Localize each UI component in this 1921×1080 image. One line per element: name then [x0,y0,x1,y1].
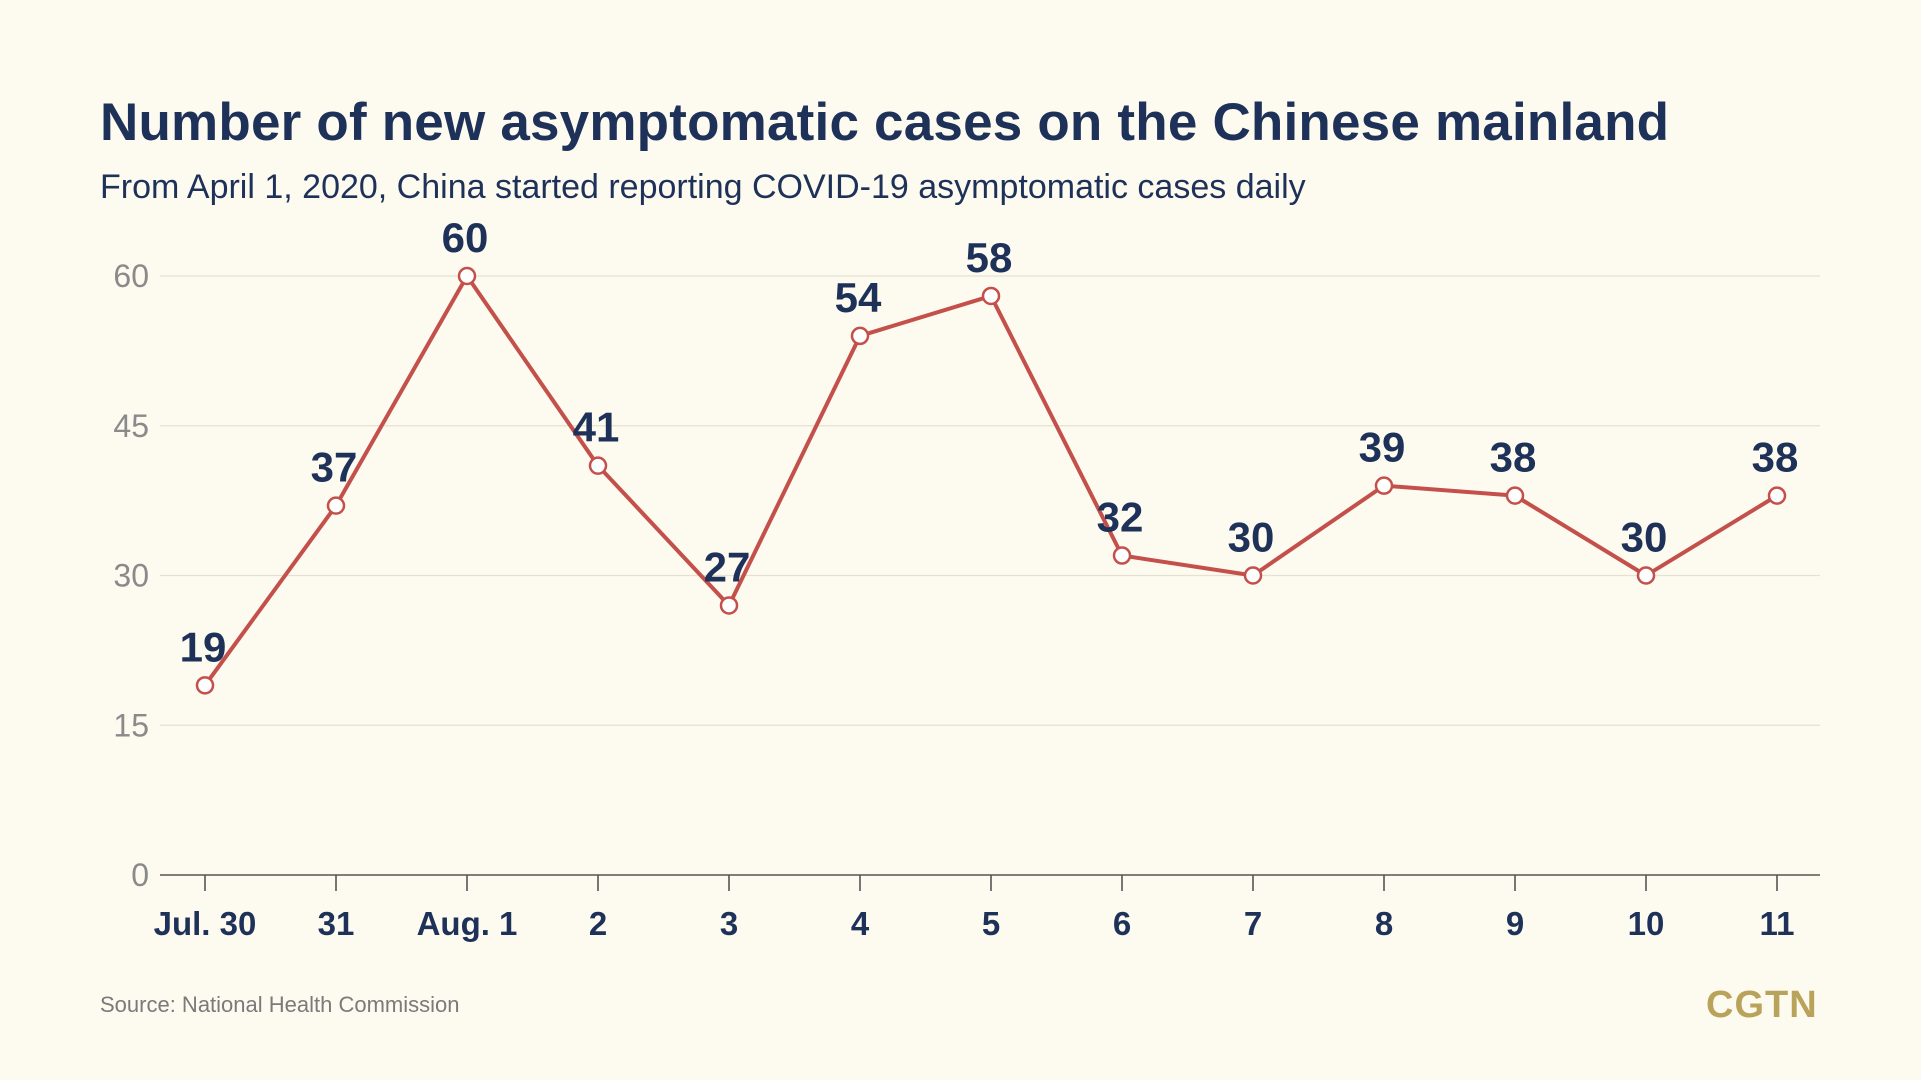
data-point [195,676,215,695]
data-label: 32 [1097,494,1144,541]
x-tick-label: Jul. 30 [154,905,257,942]
chart-title: Number of new asymptomatic cases on the … [100,93,1670,152]
data-label: 38 [1752,434,1799,481]
data-label: 58 [966,234,1013,281]
data-points [195,266,1787,695]
data-label: 30 [1228,514,1275,561]
data-label: 39 [1359,424,1406,471]
data-point [1112,546,1132,565]
y-tick-label: 0 [131,857,149,893]
data-label: 54 [835,274,882,321]
data-point [1767,486,1787,505]
data-label: 60 [442,214,489,261]
x-tick-label: 2 [589,905,607,942]
data-point [326,496,346,515]
x-tick-label: 31 [318,905,355,942]
x-tick-label: 3 [720,905,738,942]
x-tick-label: 11 [1760,905,1795,942]
data-point [588,456,608,475]
x-tick-label: 8 [1375,905,1393,942]
gridlines [160,275,1820,726]
data-point [719,596,739,615]
data-label: 38 [1490,434,1537,481]
x-tick-label: 10 [1628,905,1665,942]
data-point [1505,486,1525,505]
x-tick-label: 4 [851,905,870,942]
data-point [1636,566,1656,585]
series-line [203,274,1779,687]
data-point [457,266,477,286]
data-label: 41 [573,404,620,451]
data-labels: 19 37 60 41 27 54 58 32 30 39 38 30 38 [180,214,1799,670]
x-tick-label: 7 [1244,905,1262,942]
data-point [1374,476,1394,495]
y-tick-label: 15 [113,707,149,743]
cgtn-logo: CGTN [1706,984,1818,1026]
data-label: 27 [704,543,751,590]
source-note: Source: National Health Commission [100,992,460,1017]
y-axis-ticks: 0 15 30 45 60 [113,258,149,893]
data-label: 37 [311,444,358,491]
x-tick-label: Aug. 1 [417,905,518,942]
x-tick-label: 6 [1113,905,1131,942]
y-tick-label: 60 [113,258,149,294]
y-tick-label: 45 [113,408,149,444]
x-tick-label: 5 [982,905,1000,942]
chart-subtitle: From April 1, 2020, China started report… [100,168,1306,206]
data-label: 19 [180,623,227,670]
data-point [1243,566,1263,585]
y-tick-label: 30 [113,558,149,594]
data-point [981,286,1001,306]
x-tick-label: 9 [1506,905,1524,942]
data-point [850,326,870,346]
data-label: 30 [1621,514,1668,561]
x-axis-ticks: Jul. 30 31 Aug. 1 2 3 4 5 6 7 8 9 10 11 [154,875,1795,942]
